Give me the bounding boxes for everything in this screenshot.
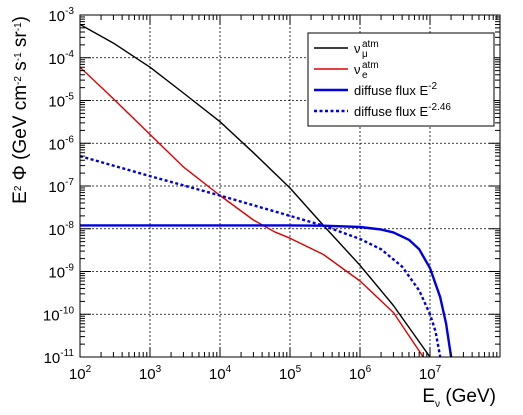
series-line-2 — [80, 224, 453, 357]
y-axis-title-part: Φ (GeV cm — [10, 85, 31, 186]
y-tick-exponent: -11 — [60, 348, 74, 359]
y-axis-title-part: s — [10, 61, 31, 76]
y-tick-exponent: -4 — [65, 49, 74, 60]
y-tick-label: 10-8 — [48, 220, 74, 239]
y-tick-label: 10-6 — [48, 134, 74, 153]
legend-label-3: diffuse flux E-2.46 — [354, 102, 451, 119]
y-tick-label: 10-11 — [44, 348, 75, 367]
y-axis-title-sup: -2 — [13, 76, 24, 85]
y-axis-title-sup: 2 — [13, 185, 24, 191]
x-tick-base: 10 — [419, 366, 436, 383]
x-tick-base: 10 — [279, 366, 296, 383]
y-axis-title-part: sr — [10, 31, 31, 53]
x-tick-label: 106 — [349, 364, 372, 383]
x-tick-exponent: 5 — [296, 364, 302, 375]
legend-label-main: ν — [354, 41, 361, 56]
x-tick-exponent: 7 — [436, 364, 442, 375]
x-tick-base: 10 — [69, 366, 86, 383]
x-axis-title: Eν (GeV) — [422, 386, 496, 410]
x-axis-title-unit: (GeV) — [440, 386, 496, 407]
x-axis-title-sub: ν — [435, 399, 440, 410]
y-tick-label: 10-10 — [43, 305, 75, 324]
y-tick-base: 10 — [48, 265, 65, 282]
y-axis-title: E2 Φ (GeV cm-2 s-1 sr-1) — [10, 16, 31, 204]
y-tick-exponent: -3 — [65, 6, 74, 17]
x-tick-exponent: 2 — [86, 364, 92, 375]
x-tick-base: 10 — [349, 366, 366, 383]
y-tick-base: 10 — [43, 307, 60, 324]
y-tick-exponent: -9 — [65, 263, 74, 274]
x-tick-label: 102 — [69, 364, 92, 383]
axis-ticks — [79, 14, 501, 358]
legend-label-sup: -2.46 — [428, 102, 451, 113]
y-axis-title-sup: -1 — [13, 22, 24, 31]
x-tick-exponent: 4 — [226, 364, 232, 375]
x-tick-label: 105 — [279, 364, 302, 383]
y-tick-exponent: -6 — [65, 134, 74, 145]
y-tick-exponent: -8 — [65, 220, 74, 231]
legend-label-sub: e — [362, 70, 368, 81]
y-tick-exponent: -10 — [60, 305, 75, 316]
x-tick-label: 104 — [209, 364, 232, 383]
legend-label-1: ν atm e — [354, 60, 379, 81]
y-tick-exponent: -7 — [65, 177, 74, 188]
x-tick-base: 10 — [209, 366, 226, 383]
x-tick-base: 10 — [139, 366, 156, 383]
legend-label-main: diffuse flux E — [354, 83, 429, 98]
x-tick-exponent: 6 — [366, 364, 372, 375]
y-tick-base: 10 — [48, 51, 65, 68]
y-tick-label: 10-5 — [48, 92, 74, 111]
series-group — [80, 23, 453, 357]
legend-label-sup: -2 — [428, 81, 437, 92]
legend-label-sup: atm — [362, 60, 379, 71]
x-tick-exponent: 3 — [156, 364, 162, 375]
legend-label-0: ν atm μ — [354, 39, 379, 60]
x-tick-label: 103 — [139, 364, 162, 383]
legend-label-main: diffuse flux E — [354, 104, 429, 119]
y-tick-label: 10-3 — [48, 6, 74, 25]
y-tick-label: 10-9 — [48, 263, 74, 282]
y-tick-base: 10 — [44, 350, 61, 367]
series-line-0 — [80, 23, 431, 357]
y-axis-title-part: ) — [10, 16, 31, 22]
y-tick-base: 10 — [48, 222, 65, 239]
y-tick-base: 10 — [48, 179, 65, 196]
x-tick-label: 107 — [419, 364, 442, 383]
y-tick-base: 10 — [48, 8, 65, 25]
legend-label-sup: atm — [362, 39, 379, 50]
y-axis-title-part: E — [10, 191, 31, 204]
legend-label-2: diffuse flux E-2 — [354, 81, 438, 98]
y-tick-label: 10-4 — [48, 49, 74, 68]
legend-label-main: ν — [354, 62, 361, 77]
legend-label-sub: μ — [362, 49, 368, 60]
y-tick-exponent: -5 — [65, 92, 74, 103]
x-axis-title-main: E — [422, 386, 435, 407]
y-tick-base: 10 — [48, 136, 65, 153]
series-line-3 — [80, 154, 442, 357]
y-axis-title-sup: -1 — [13, 52, 24, 61]
y-tick-base: 10 — [48, 94, 65, 111]
y-tick-label: 10-7 — [48, 177, 74, 196]
x-tick-labels: 102 103 104 105 106 107 — [69, 364, 442, 383]
